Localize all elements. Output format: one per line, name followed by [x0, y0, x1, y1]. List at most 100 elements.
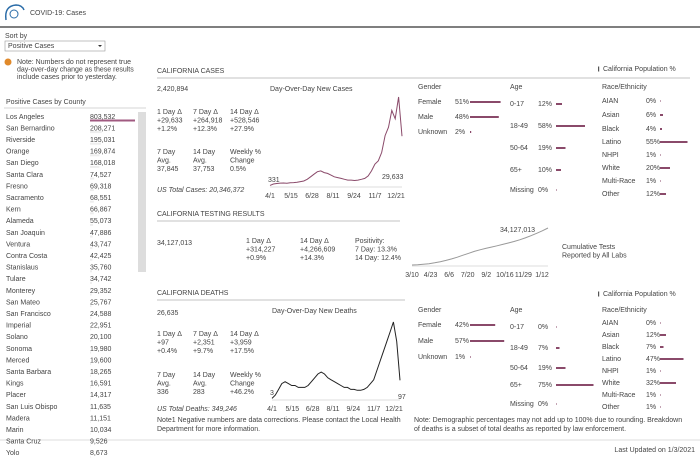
stat-text: +3,959 — [230, 339, 252, 346]
county-value: 24,588 — [90, 311, 112, 318]
sort-label: Sort by — [5, 33, 28, 40]
county-bar — [90, 154, 100, 157]
county-bar — [90, 351, 92, 354]
logo — [4, 4, 25, 21]
sparkline — [269, 96, 403, 186]
stat-text: +97 — [157, 339, 169, 346]
testing-note: Reported by All Labs — [562, 252, 627, 259]
legend-swatch — [598, 291, 600, 297]
stat-text: 1 Day Δ — [246, 238, 271, 245]
chart-end-label: 29,633 — [382, 174, 404, 181]
x-label: 6/28 — [305, 193, 319, 200]
demographic-name: Unknown — [418, 354, 447, 361]
demographic-value: 75% — [538, 382, 552, 389]
stat-text: Avg. — [157, 380, 171, 387]
demographic-value: 2% — [455, 129, 465, 136]
demographic-bar — [660, 382, 676, 384]
county-value: 34,742 — [90, 276, 112, 283]
stat-text: Avg. — [193, 380, 207, 387]
demographic-bar — [470, 131, 472, 133]
testing-note: Cumulative Tests — [562, 244, 616, 251]
x-label: 10/16 — [496, 272, 514, 279]
demographic-value: 10% — [538, 167, 552, 174]
chart-start-label: 3 — [270, 390, 274, 397]
sparkline — [271, 321, 401, 399]
demographic-bar — [470, 324, 496, 326]
county-bar — [90, 177, 95, 180]
demographic-value: 47% — [646, 356, 660, 363]
x-label: 8/11 — [326, 406, 339, 413]
stat-text: 14 Day — [193, 149, 216, 156]
last-updated: Last Updated on 1/3/2021 — [614, 447, 695, 454]
demographic-value: 6% — [646, 112, 656, 119]
demographic-title: Race/Ethnicity — [602, 84, 647, 91]
x-label: 5/15 — [286, 406, 300, 413]
county-value: 14,317 — [90, 392, 112, 399]
x-label: 3/10 — [405, 272, 419, 279]
demographic-name: AIAN — [602, 98, 618, 105]
demographic-name: Unknown — [418, 129, 447, 136]
county-name: Tulare — [6, 276, 26, 283]
county-name: Solano — [6, 334, 28, 341]
stat-text: Change — [230, 157, 255, 164]
county-value: 8,673 — [90, 450, 108, 457]
stat-text: 37,753 — [193, 166, 215, 173]
county-name: Kern — [6, 207, 21, 214]
x-label: 1/12 — [535, 272, 549, 279]
demographic-name: 65+ — [510, 382, 522, 389]
demographic-bar — [660, 114, 663, 116]
county-bar — [90, 270, 93, 273]
stat-text: 14 Day Δ — [300, 238, 329, 245]
county-value: 47,886 — [90, 230, 112, 237]
demographic-bar — [660, 406, 661, 408]
county-bar — [90, 131, 102, 134]
county-value: 66,867 — [90, 207, 112, 214]
chart-start-label: 331 — [268, 177, 280, 184]
demographic-name: NHPI — [602, 152, 619, 159]
demographic-name: 18-49 — [510, 123, 528, 130]
county-bar — [90, 328, 92, 331]
county-name: Orange — [6, 149, 29, 156]
county-bar — [90, 432, 91, 435]
legend-label: California Population % — [603, 291, 676, 298]
county-value: 16,591 — [90, 381, 112, 388]
stat-text: Change — [230, 380, 255, 387]
county-value: 9,526 — [90, 439, 108, 446]
scrollbar[interactable] — [138, 112, 146, 272]
x-label: 4/1 — [265, 193, 275, 200]
county-value: 68,551 — [90, 195, 112, 202]
demographic-bar — [660, 358, 684, 360]
county-bar — [90, 142, 101, 145]
stat-text: 7 Day — [157, 372, 176, 379]
dropdown[interactable] — [4, 40, 106, 52]
chart-end-label: 34,127,013 — [500, 227, 535, 234]
county-name: Yolo — [6, 450, 19, 457]
county-bar — [90, 374, 92, 377]
demographic-name: Multi-Race — [602, 178, 636, 185]
county-name: San Mateo — [6, 299, 40, 306]
deaths-note: of deaths is a subset of total deaths as… — [414, 426, 626, 433]
demographic-name: Latino — [602, 356, 621, 363]
county-value: 208,271 — [90, 125, 115, 132]
stat-text: +9.7% — [193, 348, 213, 355]
county-name: Stanislaus — [6, 265, 39, 272]
demographic-bar — [660, 322, 661, 324]
county-value: 18,265 — [90, 369, 112, 376]
section-total: 2,420,894 — [157, 86, 188, 93]
x-label: 9/24 — [347, 406, 361, 413]
county-value: 169,874 — [90, 149, 115, 156]
demographic-value: 1% — [646, 392, 656, 399]
demographic-value: 4% — [646, 126, 656, 133]
demographic-bar — [556, 147, 566, 149]
section-title: CALIFORNIA DEATHS — [157, 290, 229, 297]
county-bar — [90, 316, 92, 319]
demographic-value: 1% — [646, 152, 656, 159]
note-line: Note: Numbers do not represent true — [17, 59, 131, 66]
x-label: 11/7 — [368, 193, 381, 200]
county-value: 19,980 — [90, 346, 112, 353]
demographic-title: Race/Ethnicity — [602, 307, 647, 314]
stat-text: +528,546 — [230, 117, 259, 124]
stat-text: +46.2% — [230, 389, 254, 396]
county-bar — [90, 247, 93, 250]
